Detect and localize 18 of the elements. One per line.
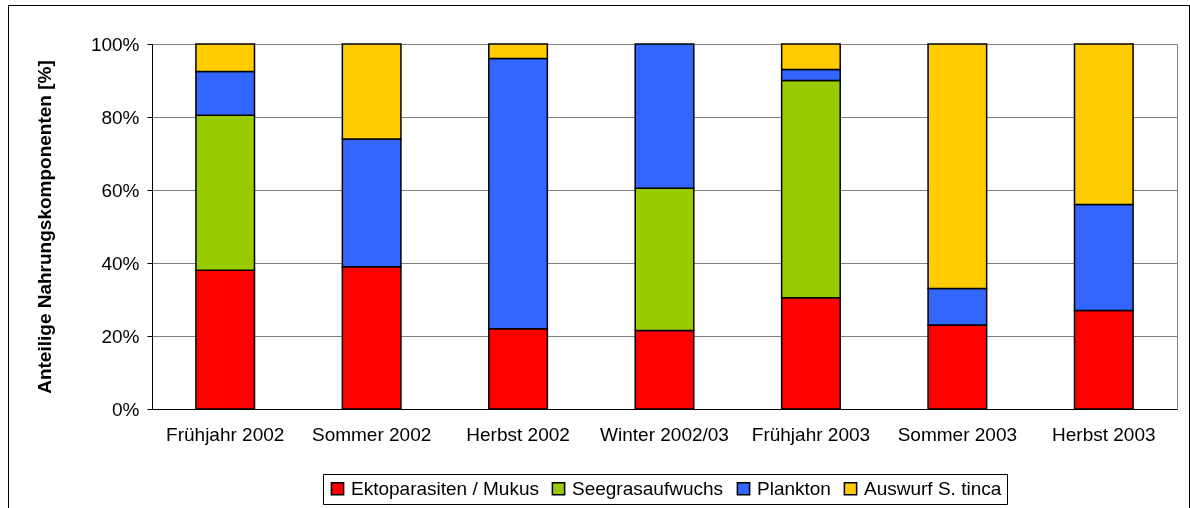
x-tick-label: Herbst 2002 [466,423,570,445]
x-tick-label: Frühjahr 2003 [751,423,871,445]
y-tick-label: 40% [101,252,140,274]
legend-label: Auswurf S. tinca [864,477,1002,499]
legend-label: Seegrasaufwuchs [572,477,724,499]
y-tick-label: 0% [112,398,140,420]
x-tick-label: Sommer 2003 [897,423,1018,445]
y-axis-title: Anteilige Nahrungskomponenten [%] [33,60,55,394]
y-tick-label: 80% [101,106,140,128]
y-tick-label: 20% [101,325,140,347]
x-tick-label: Sommer 2002 [311,423,432,445]
legend-label: Ektoparasiten / Mukus [351,477,539,499]
x-tick-label: Frühjahr 2002 [166,423,285,445]
x-tick-label: Herbst 2003 [1052,423,1156,445]
y-tick-label: 100% [90,33,140,55]
legend-label: Plankton [757,477,831,499]
y-tick-label: 60% [101,179,140,201]
x-tick-label: Winter 2002/03 [600,423,729,445]
